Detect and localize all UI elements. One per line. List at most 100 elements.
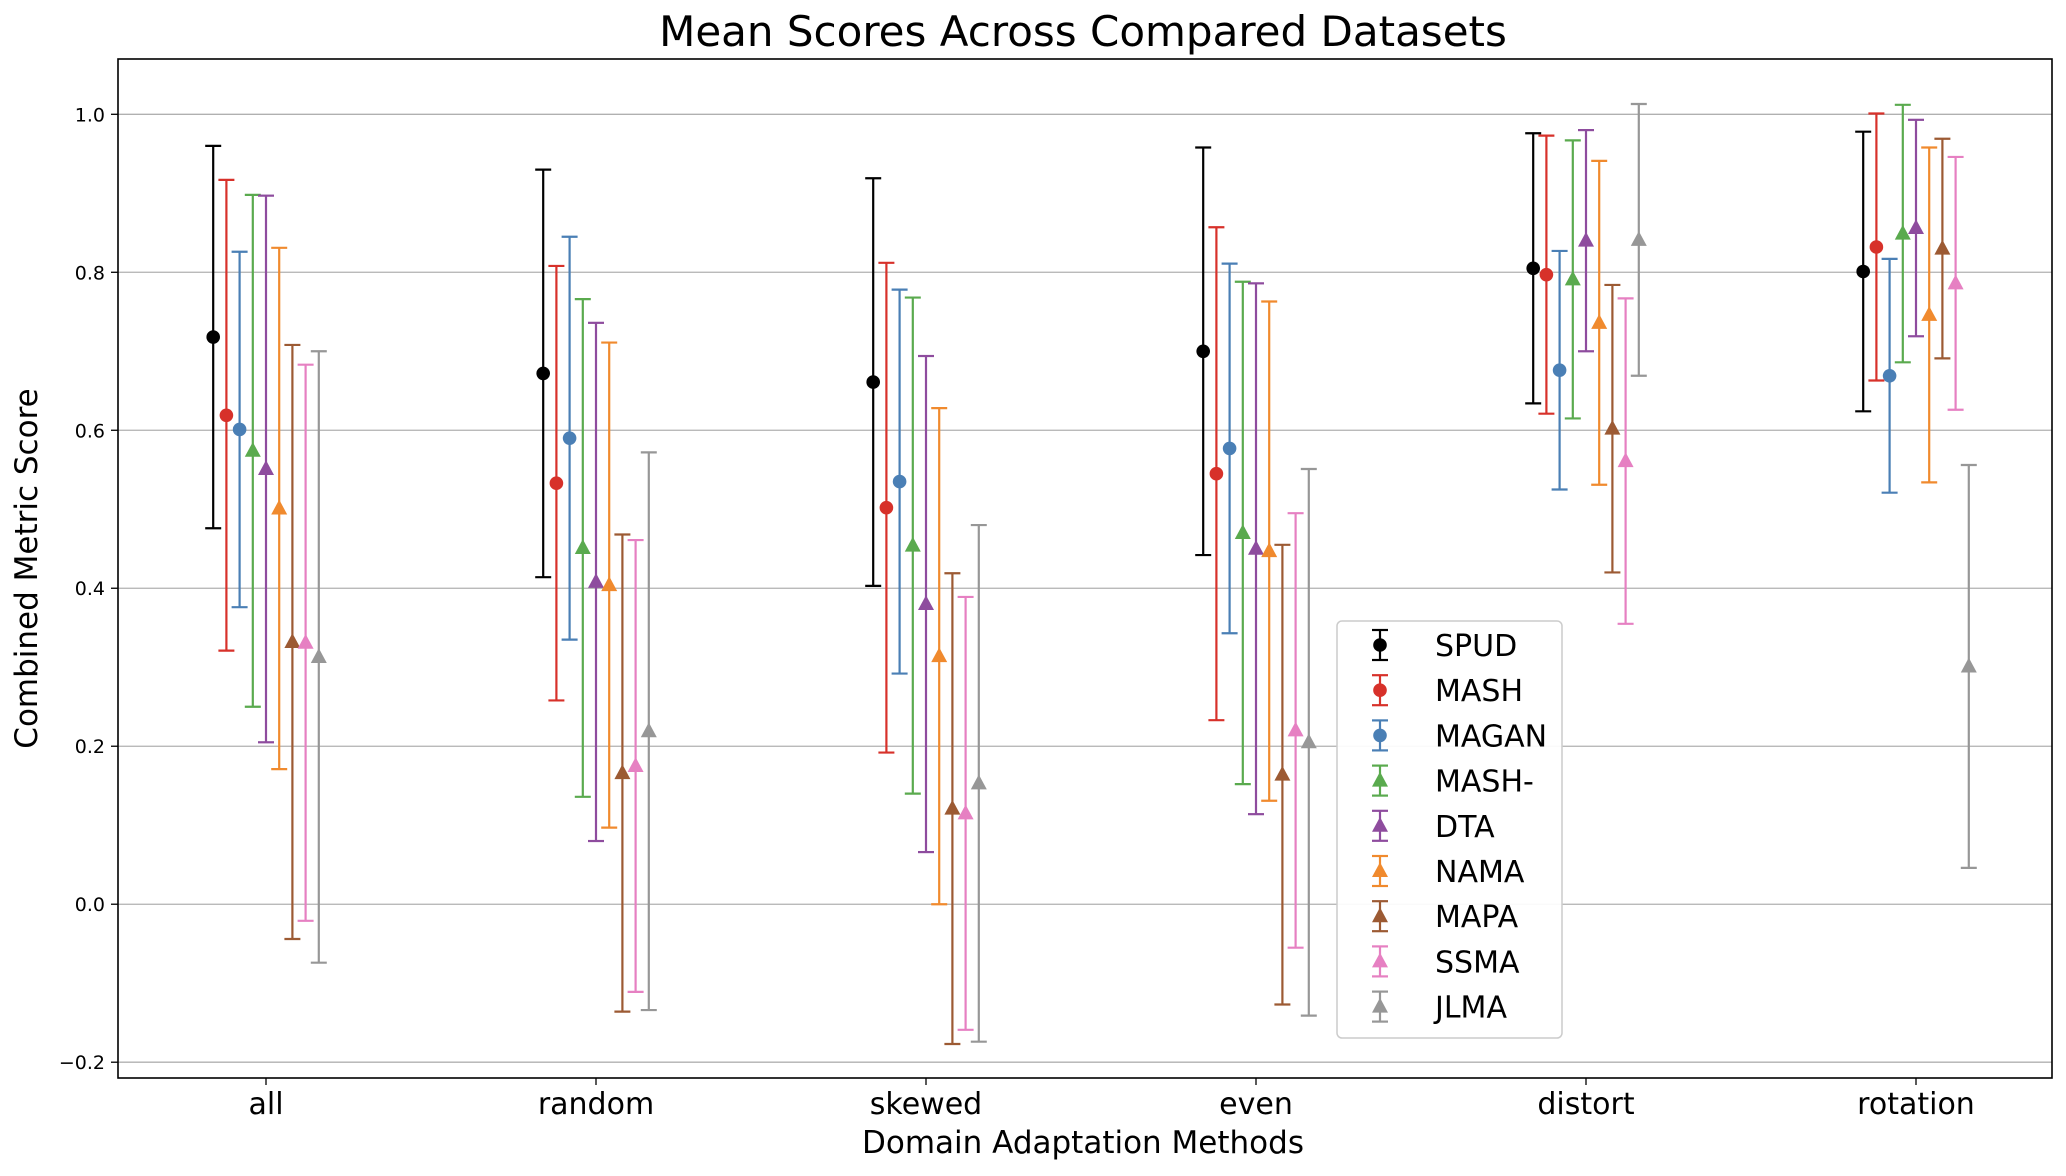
series-ssma — [297, 155, 1964, 1031]
data-point — [957, 804, 974, 820]
data-point — [206, 330, 220, 344]
series-dta — [258, 118, 1924, 854]
legend-label: MAGAN — [1435, 719, 1547, 754]
data-point — [310, 648, 327, 663]
data-point — [1630, 231, 1647, 246]
y-tick-label: 1.0 — [75, 104, 105, 126]
legend: SPUD MASH MAGAN MASH- DTA NAMA MAPA SSMA JLMA — [1336, 620, 1563, 1039]
y-tick-label: −0.2 — [59, 1052, 105, 1074]
y-tick-label: 0.6 — [75, 420, 105, 442]
data-point — [1274, 765, 1291, 781]
legend-marker — [1373, 728, 1387, 743]
data-point — [549, 476, 564, 490]
data-point — [1947, 274, 1964, 290]
data-point — [601, 576, 618, 592]
legend-label: MASH- — [1435, 765, 1534, 800]
y-tick-label: 0.4 — [75, 578, 105, 600]
legend-marker — [1372, 952, 1388, 968]
y-axis-ticks: −0.2 0.0 0.2 0.4 0.6 0.8 1.0 — [59, 104, 118, 1074]
data-point — [1564, 270, 1581, 286]
data-point — [1578, 231, 1594, 247]
series-jlma — [310, 102, 1977, 1043]
series-mash- — [244, 103, 1911, 798]
legend-entry: SPUD — [1372, 628, 1517, 664]
data-point — [258, 460, 274, 475]
legend-marker — [1372, 907, 1388, 923]
data-point — [271, 499, 288, 515]
legend-entry: DTA — [1372, 809, 1495, 845]
data-point — [1222, 441, 1237, 456]
x-axis-label: Domain Adaptation Methods — [862, 1125, 1304, 1161]
data-point — [219, 408, 234, 423]
data-point — [1894, 224, 1911, 240]
y-tick-label: 0.8 — [75, 262, 105, 284]
data-point — [562, 431, 577, 445]
series-magan — [231, 235, 1898, 675]
legend-entry: MAGAN — [1372, 719, 1547, 754]
legend-entry: MASH- — [1372, 764, 1534, 800]
legend-entry: NAMA — [1372, 854, 1525, 890]
data-point — [1617, 452, 1634, 468]
gridlines — [118, 113, 2052, 1063]
data-point — [1300, 733, 1317, 749]
data-point — [1882, 368, 1897, 383]
data-point — [284, 633, 301, 648]
data-point — [588, 573, 604, 588]
data-point — [892, 474, 907, 489]
series-mash — [218, 112, 1885, 754]
legend-label: SPUD — [1435, 629, 1517, 664]
data-point — [1856, 264, 1870, 279]
y-tick-label: 0.2 — [75, 736, 105, 758]
data-point — [1248, 539, 1264, 555]
series-spud — [205, 130, 1872, 587]
legend-box — [1336, 620, 1563, 1039]
legend-marker — [1372, 771, 1388, 787]
legend-marker — [1372, 817, 1388, 832]
series-group — [205, 102, 1977, 1046]
series-nama — [271, 146, 1938, 906]
data-point — [944, 799, 961, 815]
data-point — [640, 722, 657, 738]
data-point — [1234, 524, 1251, 539]
x-tick-label: all — [248, 1087, 283, 1122]
x-tick-label: skewed — [870, 1087, 982, 1122]
legend-label: DTA — [1435, 810, 1495, 845]
chart-title: Mean Scores Across Compared Datasets — [659, 7, 1507, 56]
x-tick-label: random — [538, 1087, 654, 1122]
data-point — [1261, 542, 1278, 558]
y-axis-label: Combined Metric Score — [9, 388, 45, 748]
legend-entry: MAPA — [1372, 900, 1519, 935]
x-tick-label: distort — [1537, 1087, 1634, 1122]
data-point — [244, 442, 261, 457]
data-point — [1539, 267, 1554, 282]
data-point — [536, 366, 550, 381]
plot-frame — [117, 58, 2053, 1079]
data-point — [1921, 306, 1938, 321]
data-point — [1287, 721, 1304, 737]
series-mapa — [284, 137, 1951, 1046]
data-point — [904, 536, 921, 552]
legend-label: NAMA — [1435, 855, 1525, 890]
y-tick-label: 0.0 — [75, 894, 105, 916]
legend-marker — [1373, 638, 1387, 652]
data-point — [1552, 363, 1567, 378]
data-point — [297, 633, 314, 649]
legend-marker — [1372, 862, 1388, 877]
data-point — [918, 595, 934, 611]
legend-label: JLMA — [1433, 991, 1507, 1026]
data-point — [1908, 219, 1924, 235]
legend-label: SSMA — [1435, 945, 1520, 980]
legend-label: MASH — [1435, 674, 1523, 709]
legend-marker — [1373, 683, 1387, 697]
legend-entry: JLMA — [1372, 990, 1507, 1026]
data-point — [627, 757, 644, 772]
legend-marker — [1372, 997, 1388, 1013]
legend-entry: MASH — [1372, 674, 1523, 709]
data-point — [1604, 419, 1621, 435]
data-point — [1960, 657, 1977, 673]
legend-label: MAPA — [1435, 900, 1519, 935]
data-point — [970, 774, 987, 790]
data-point — [931, 647, 948, 663]
data-point — [614, 764, 631, 780]
